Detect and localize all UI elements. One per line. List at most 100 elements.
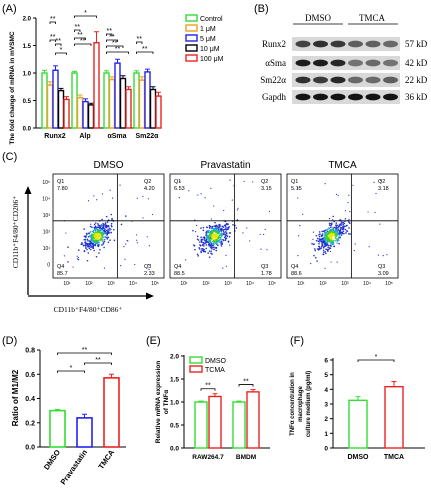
flow-event — [92, 247, 94, 249]
flow-event — [104, 222, 107, 225]
panel-f-label: (F) — [290, 335, 304, 347]
y-tick-label: 4 — [324, 387, 328, 394]
sig-a-8-label: ** — [107, 28, 113, 35]
flow-event — [318, 231, 321, 233]
flow-event — [328, 229, 331, 232]
bar-Alp-1 — [76, 97, 84, 129]
flow-event — [214, 242, 217, 245]
flow-event — [337, 225, 340, 227]
flow-event-sparse — [352, 184, 354, 186]
flow-xtick: 10¹ — [63, 281, 71, 287]
flow-event — [205, 233, 208, 235]
category-label: DMSO — [42, 448, 62, 472]
flow-event — [318, 245, 320, 248]
flow-event — [328, 238, 330, 240]
flow-event — [340, 222, 343, 225]
flow-event-sparse — [87, 200, 90, 202]
sig-a-2-label: ** — [50, 34, 56, 41]
flow-event — [203, 242, 206, 245]
flow-event — [228, 232, 231, 234]
flow-event — [196, 253, 199, 256]
flow-event — [217, 240, 220, 243]
flow-event-sparse — [379, 223, 381, 225]
quadrant-q1-value: 6.53 — [174, 186, 185, 192]
flow-event — [319, 239, 321, 242]
y-tick-label: 2 — [324, 416, 328, 423]
flow-event — [93, 249, 95, 252]
legend-label: Control — [200, 16, 223, 23]
flow-event — [222, 230, 225, 233]
legend-label: 10 μM — [200, 46, 220, 53]
flow-event — [345, 231, 347, 234]
flow-event — [321, 237, 324, 240]
legend-label: 5 μM — [200, 36, 216, 43]
panel-e-ylabel-part1: Relative mRNA expression — [155, 361, 162, 444]
flow-event-sparse — [328, 218, 331, 220]
flow-event — [85, 232, 88, 235]
flow-event — [209, 241, 211, 244]
flow-event — [199, 245, 202, 247]
flow-xtick: 10¹ — [180, 281, 188, 287]
flow-event — [330, 223, 333, 226]
blot-band — [348, 59, 363, 67]
flow-event-sparse — [148, 245, 150, 247]
flow-event — [227, 240, 230, 243]
flow-event-sparse — [228, 244, 231, 246]
quadrant-q1-name: Q1 — [174, 179, 181, 185]
flow-event — [215, 232, 218, 235]
panel-e-significance: ** ** — [200, 379, 254, 391]
flow-event — [220, 244, 222, 246]
flow-event-sparse — [231, 199, 233, 201]
category-label: TMCA — [384, 454, 404, 461]
flow-event — [104, 228, 106, 231]
flow-event — [99, 233, 102, 236]
sig-a-12-bracket — [136, 41, 143, 44]
flow-event — [208, 250, 211, 252]
flow-event — [200, 236, 202, 239]
blot-band — [295, 40, 311, 48]
flow-event — [92, 231, 95, 234]
flow-event — [335, 227, 337, 230]
blot-size-label: 36 kD — [405, 92, 428, 102]
flow-event — [99, 248, 101, 251]
sig-a-4-label: * — [60, 47, 63, 54]
flow-event-sparse — [354, 243, 356, 245]
bar-BMDM-TCMA — [246, 391, 260, 449]
flow-event-sparse — [263, 233, 265, 236]
flow-event — [92, 229, 95, 232]
flow-event — [340, 226, 343, 229]
flow-event — [199, 241, 201, 243]
flow-event — [97, 223, 99, 225]
flow-event — [228, 235, 231, 238]
flow-event — [324, 238, 327, 240]
flow-event — [100, 232, 103, 235]
blot-strip — [292, 56, 400, 70]
flow-event-sparse — [348, 218, 350, 220]
flow-event — [213, 246, 215, 249]
quadrant-q4-value: 88.6 — [291, 271, 302, 277]
flow-event-sparse — [200, 193, 202, 195]
flow-event-sparse — [213, 205, 215, 207]
legend-swatch — [189, 356, 203, 364]
y-tick-label: 1.0 — [23, 72, 32, 78]
flow-event — [334, 239, 336, 242]
flow-event-sparse — [353, 249, 355, 252]
flow-event — [111, 217, 113, 220]
flow-event — [99, 228, 102, 231]
flow-event — [346, 230, 349, 232]
flow-event — [331, 233, 334, 236]
bar-Alp-3 — [87, 104, 95, 129]
panel-c: (C) CD11b⁺F4/80⁺CD206⁺ CD11b⁺F4/80⁺CD86⁺… — [2, 151, 399, 314]
flow-event — [108, 232, 110, 234]
flow-event — [110, 231, 112, 234]
flow-event — [218, 231, 220, 234]
panel-a-legend: Control 1 μM 5 μM 10 μM 100 μM — [185, 14, 224, 63]
panel-e-bars — [194, 389, 260, 449]
sig-e-0-bracket — [200, 388, 216, 391]
quadrant-q4-name: Q4 — [57, 264, 64, 270]
flow-event — [216, 239, 219, 242]
flow-event — [86, 238, 89, 241]
sig-e-1-label: ** — [243, 379, 249, 386]
flow-event — [214, 221, 216, 224]
